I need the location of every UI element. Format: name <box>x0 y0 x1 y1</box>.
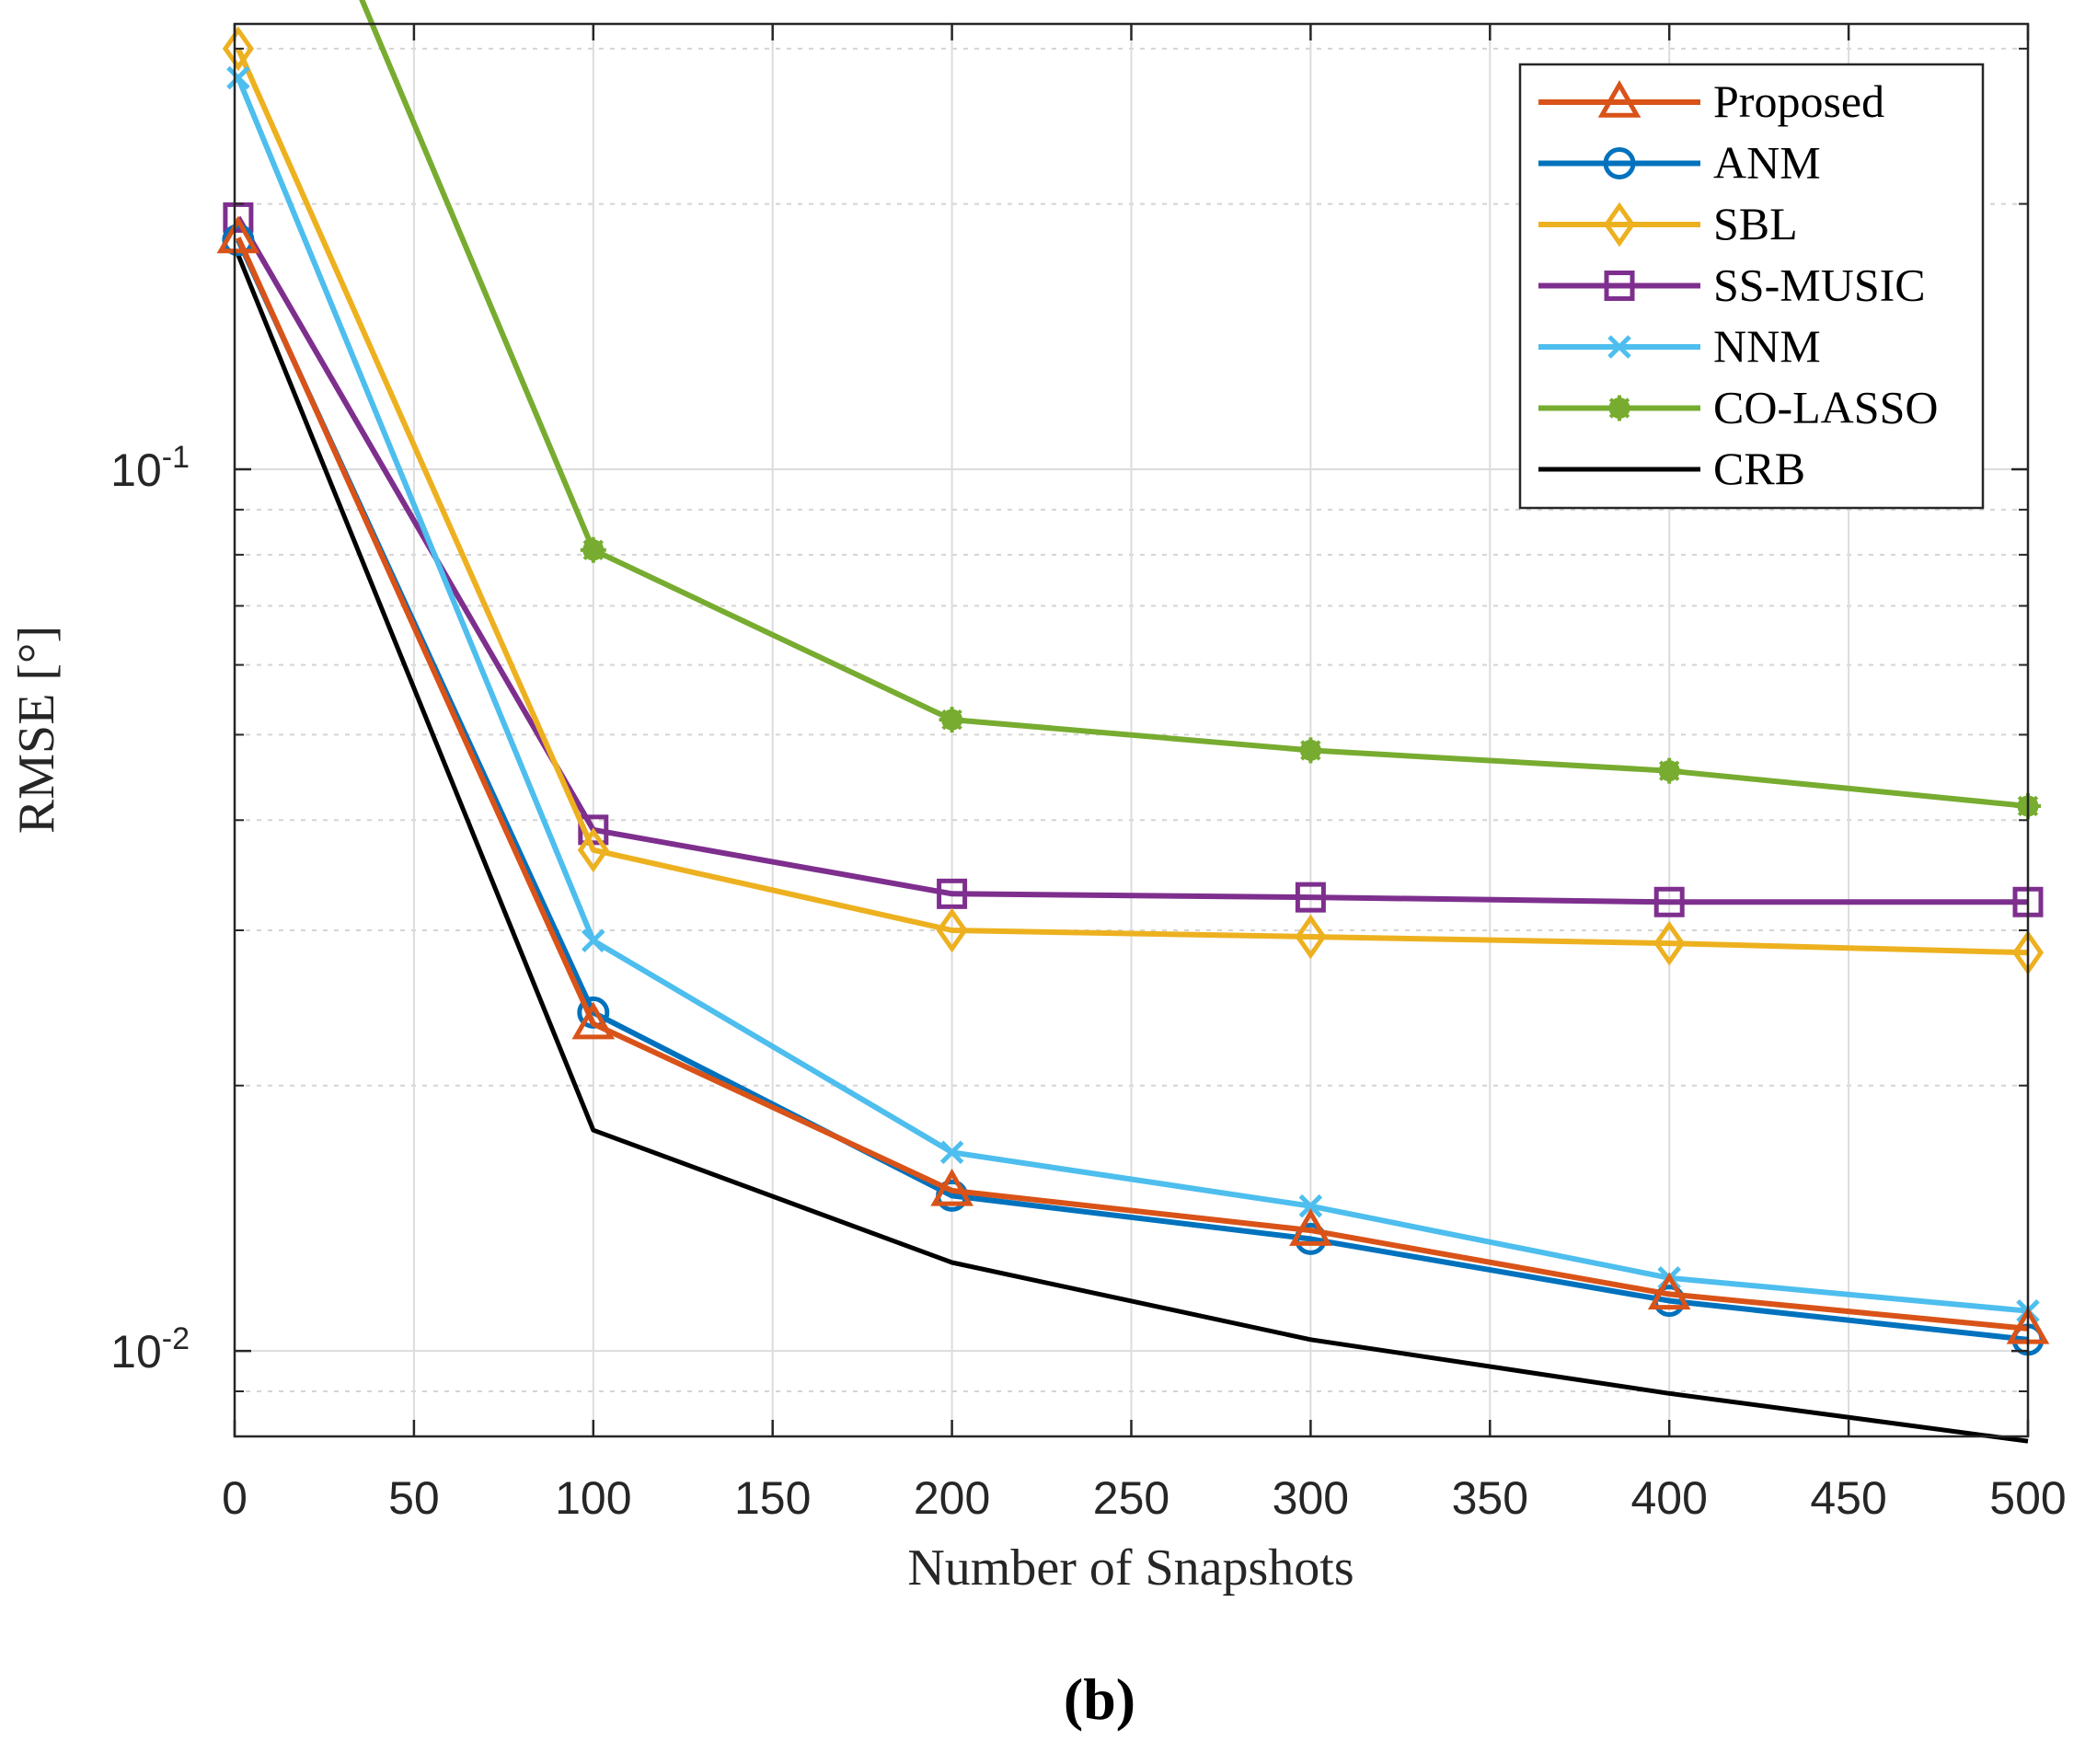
data-point-ss-music <box>1653 886 1685 917</box>
legend-entry-anm: ANM <box>1538 137 1821 189</box>
legend-entry-sbl: SBL <box>1538 198 1798 249</box>
data-point-co-lasso <box>1656 757 1683 784</box>
x-tick-label: 300 <box>1273 1472 1349 1524</box>
series-layer <box>216 0 2050 1444</box>
x-tick-label: 350 <box>1452 1472 1528 1524</box>
legend-marker <box>1607 335 1631 359</box>
data-point-nnm <box>226 65 250 90</box>
data-point-co-lasso <box>939 707 965 733</box>
legend-label: CRB <box>1713 443 1805 494</box>
y-tick-label: 10-1 <box>110 440 190 496</box>
series-co-lasso <box>359 0 2041 819</box>
data-point-proposed <box>216 215 260 254</box>
legend-label: SBL <box>1713 198 1798 249</box>
data-point-proposed <box>1647 1272 1691 1310</box>
series-line-ss-music <box>236 215 2028 905</box>
legend-marker <box>1603 202 1636 248</box>
data-point-co-lasso <box>1297 737 1324 764</box>
x-axis-title: Number of Snapshots <box>907 1539 1354 1597</box>
series-line-crb <box>236 254 2029 1444</box>
x-tick-label: 400 <box>1630 1472 1707 1524</box>
series-line-sbl <box>236 47 2029 956</box>
legend-entry-nnm: NNM <box>1538 320 1821 372</box>
x-tick-label: 50 <box>388 1472 440 1524</box>
y-tick-label: 10-2 <box>110 1321 190 1378</box>
data-point-co-lasso <box>580 536 606 563</box>
data-point-sbl <box>936 907 968 953</box>
legend: Proposed ANM SBL SS-MUSIC NNM CO-LASSO CRB <box>1518 63 1985 510</box>
legend-entry-crb: CRB <box>1538 443 1805 494</box>
legend-marker <box>1604 271 1635 301</box>
data-point-ss-music <box>578 814 609 846</box>
legend-entry-ss-music: SS-MUSIC <box>1538 259 1926 311</box>
data-point-proposed <box>930 1168 973 1206</box>
series-line-anm <box>236 238 2029 1343</box>
legend-entry-co-lasso: CO-LASSO <box>1538 382 1938 433</box>
legend-label: CO-LASSO <box>1713 382 1938 433</box>
x-tick-label: 100 <box>555 1472 631 1524</box>
x-tick-label: 0 <box>222 1472 248 1524</box>
legend-label: SS-MUSIC <box>1713 259 1926 311</box>
series-line-nnm <box>236 76 2029 1314</box>
figure-caption: (b) <box>1064 1666 1135 1732</box>
data-point-proposed <box>571 1001 616 1040</box>
legend-marker <box>1607 395 1632 421</box>
x-axis-ticks: 0 50 100 150 200 250 300 350 400 450 500 <box>222 24 2067 1524</box>
legend-entry-proposed: Proposed <box>1538 75 1884 127</box>
series-line-proposed <box>236 236 2029 1332</box>
data-point-proposed <box>1289 1208 1332 1246</box>
series-crb <box>236 254 2029 1444</box>
legend-label: ANM <box>1713 137 1821 189</box>
x-tick-label: 450 <box>1810 1472 1886 1524</box>
data-point-sbl <box>577 827 609 873</box>
series-line-co-lasso <box>359 0 2029 809</box>
y-axis-ticks: 10-1 10-2 <box>110 47 2028 1437</box>
data-point-nnm <box>1298 1193 1323 1218</box>
x-tick-label: 250 <box>1093 1472 1169 1524</box>
legend-marker <box>1603 147 1636 179</box>
data-point-nnm <box>939 1140 964 1165</box>
x-tick-label: 500 <box>1989 1472 2066 1524</box>
legend-marker <box>1597 79 1642 118</box>
x-tick-label: 200 <box>914 1472 990 1524</box>
legend-label: NNM <box>1713 320 1821 372</box>
x-tick-label: 150 <box>734 1472 811 1524</box>
y-axis-title: RMSE [°] <box>8 626 65 834</box>
data-point-sbl <box>1295 914 1327 960</box>
data-point-ss-music <box>937 878 968 909</box>
data-point-sbl <box>222 26 254 72</box>
data-point-ss-music <box>1295 882 1326 913</box>
data-point-sbl <box>1653 920 1686 966</box>
series-sbl <box>222 26 2045 975</box>
legend-label: Proposed <box>1713 75 1884 127</box>
data-point-nnm <box>582 928 605 953</box>
